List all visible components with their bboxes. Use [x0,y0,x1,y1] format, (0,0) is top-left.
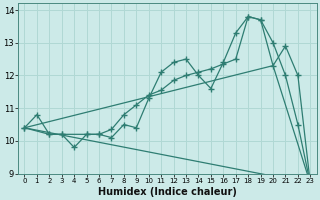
X-axis label: Humidex (Indice chaleur): Humidex (Indice chaleur) [98,187,237,197]
